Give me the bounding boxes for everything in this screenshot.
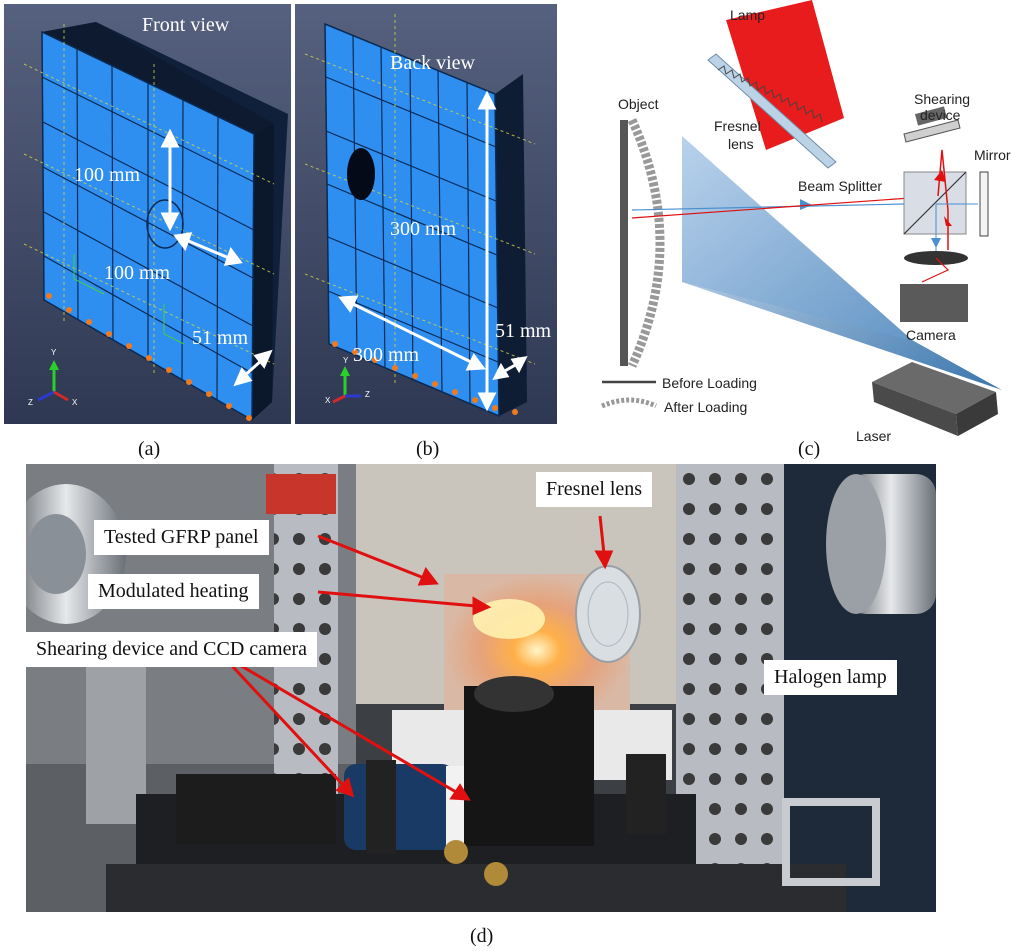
caption-c: (c) <box>798 438 821 460</box>
camera-icon <box>900 284 968 322</box>
caption-d: (d) <box>470 925 494 947</box>
callout-modulated-heating: Modulated heating <box>88 574 259 609</box>
beam-splitter-label: Beam Splitter <box>798 178 883 194</box>
front-view-model <box>23 22 288 422</box>
front-triad-y: Y <box>51 348 57 357</box>
back-triad-x: X <box>325 396 331 405</box>
panel-c-schematic: Lamp Fresnel lens Object Shearing device… <box>560 0 1012 450</box>
fresnel-label-1: Fresnel <box>714 118 761 134</box>
coordinate-triad-icon <box>332 366 361 404</box>
laser-icon <box>872 362 996 414</box>
callout-shearing-device-ccd: Shearing device and CCD camera <box>26 632 318 667</box>
callout-fresnel-lens: Fresnel lens <box>536 472 653 507</box>
legend-before-loading: Before Loading <box>662 375 757 391</box>
back-dim-width: 300 mm <box>353 344 420 366</box>
shearing-label-1: Shearing <box>914 91 971 107</box>
laser-label: Laser <box>856 428 892 444</box>
shearing-device-icon <box>903 119 961 143</box>
lamp-label: Lamp <box>730 7 766 23</box>
panel-d-photo: Fresnel lens Tested GFRP panel Modulated… <box>26 464 936 912</box>
callout-halogen-lamp: Halogen lamp <box>764 660 897 695</box>
front-dim-width: 100 mm <box>104 262 171 284</box>
back-dim-height: 300 mm <box>390 218 457 240</box>
panel-a-front-view: Front view 100 mm 100 mm 51 mm Y Z X <box>4 4 291 424</box>
back-triad-z: Z <box>365 390 370 399</box>
mirror-label: Mirror <box>974 147 1011 163</box>
front-triad-x: X <box>72 398 78 407</box>
lamp-icon <box>726 0 844 150</box>
coordinate-triad-icon <box>37 360 69 402</box>
object-label: Object <box>618 96 659 112</box>
mirror-icon <box>979 171 989 237</box>
back-view-title: Back view <box>390 52 475 74</box>
caption-a: (a) <box>138 438 161 460</box>
front-dim-height: 100 mm <box>74 164 141 186</box>
fresnel-lens-icon <box>707 53 837 169</box>
front-view-title: Front view <box>142 14 230 36</box>
front-triad-z: Z <box>28 398 33 407</box>
legend-after-loading: After Loading <box>664 399 748 415</box>
camera-label: Camera <box>906 327 956 343</box>
back-triad-y: Y <box>343 356 349 365</box>
caption-b: (b) <box>416 438 440 460</box>
callout-tested-gfrp-panel: Tested GFRP panel <box>94 520 269 555</box>
shearing-label-2: device <box>920 107 961 123</box>
object-icon <box>620 120 628 366</box>
panel-b-back-view: Back view 300 mm 300 mm 51 mm Y X Z <box>295 4 557 424</box>
front-dim-thickness: 51 mm <box>192 327 249 349</box>
back-view-model <box>304 14 536 418</box>
shearography-schematic <box>601 0 1002 436</box>
back-dim-thickness: 51 mm <box>495 320 552 342</box>
fresnel-label-2: lens <box>728 136 754 152</box>
